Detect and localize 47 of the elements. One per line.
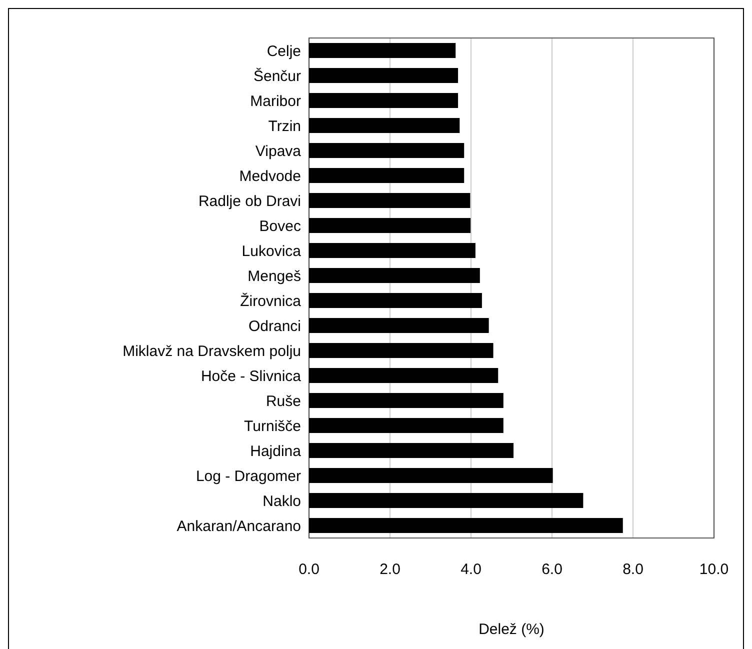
y-tick-label: Naklo [262, 492, 301, 510]
bar [309, 118, 460, 133]
y-tick-label: Bovec [259, 218, 302, 235]
x-tick-label: 4.0 [460, 561, 482, 578]
bar [309, 293, 482, 308]
y-tick-label: Trzin [268, 118, 301, 135]
y-tick-label: Mengeš [248, 268, 301, 285]
bar [309, 218, 471, 233]
x-tick-label: 8.0 [622, 561, 644, 578]
y-tick-label: Celje [266, 42, 301, 60]
y-tick-label: Log - Dragomer [196, 468, 301, 485]
bar [309, 43, 456, 58]
y-tick-label: Lukovica [242, 242, 302, 260]
bar [309, 68, 458, 83]
bar [309, 168, 464, 183]
bar [309, 243, 476, 258]
bar [309, 193, 470, 208]
y-tick-label: Ankaran/Ancarano [176, 518, 301, 535]
y-tick-label: Medvode [239, 168, 301, 185]
y-tick-label: Maribor [250, 92, 301, 110]
bar [309, 443, 514, 458]
bar [309, 418, 504, 433]
bar [309, 268, 480, 283]
x-tick-label: 6.0 [542, 561, 562, 578]
y-tick-label: Hajdina [250, 442, 302, 460]
y-tick-label: Radlje ob Dravi [198, 192, 301, 210]
y-tick-label: Miklavž na Dravskem polju [122, 342, 301, 360]
y-tick-label: Odranci [248, 318, 301, 335]
x-tick-label: 10.0 [699, 561, 729, 578]
y-tick-label: Vipava [255, 142, 302, 160]
y-tick-label: Žirovnica [240, 292, 302, 310]
y-tick-label: Šenčur [253, 66, 301, 85]
y-tick-label: Ruše [266, 392, 301, 410]
bar [309, 518, 623, 533]
bar [309, 318, 489, 333]
y-tick-label: Turnišče [244, 418, 301, 435]
bar [309, 93, 458, 108]
bar [309, 368, 498, 383]
bar [309, 493, 584, 508]
x-tick-label: 2.0 [380, 561, 400, 578]
bar [309, 393, 504, 408]
bar [309, 343, 494, 358]
x-tick-label: 0.0 [298, 561, 320, 578]
y-tick-label: Hoče - Slivnica [200, 368, 302, 385]
bar [309, 143, 464, 158]
x-axis-title: Delež (%) [478, 621, 544, 638]
bar [309, 468, 553, 483]
